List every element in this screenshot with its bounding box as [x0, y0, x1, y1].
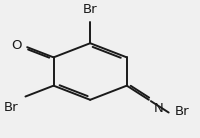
Text: O: O: [11, 39, 21, 52]
Text: Br: Br: [4, 101, 19, 114]
Text: Br: Br: [174, 105, 189, 118]
Text: Br: Br: [83, 3, 97, 16]
Text: N: N: [153, 102, 163, 115]
